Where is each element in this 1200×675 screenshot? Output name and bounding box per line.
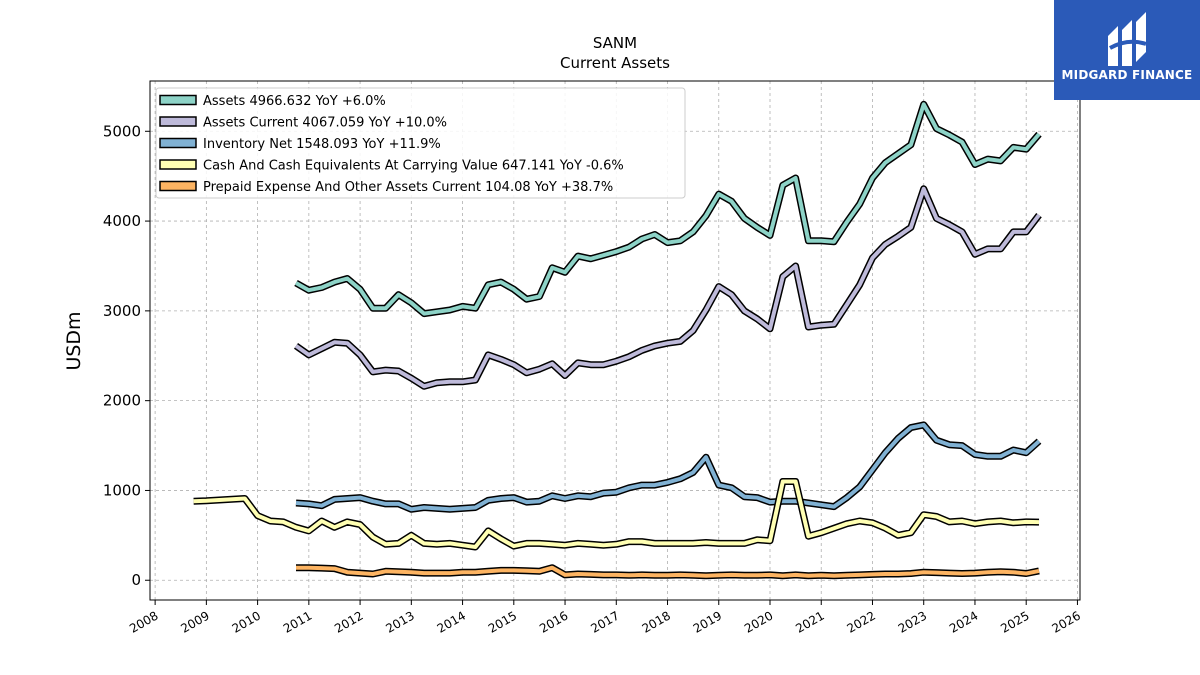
- series-group: [193, 100, 1042, 580]
- x-tick-label: 2009: [178, 608, 211, 635]
- x-tick-label: 2024: [947, 608, 980, 635]
- legend-entry: Assets Current 4067.059 YoY +10.0%: [203, 116, 447, 131]
- legend-swatch: [159, 137, 197, 149]
- legend-entry: Cash And Cash Equivalents At Carrying Va…: [203, 159, 624, 174]
- legend-entry: Prepaid Expense And Other Assets Current…: [203, 180, 613, 195]
- y-tick-label: 1000: [103, 481, 141, 499]
- series-line: [294, 186, 1041, 389]
- x-tick-label: 2025: [998, 608, 1031, 635]
- legend-entry: Inventory Net 1548.093 YoY +11.9%: [203, 137, 441, 152]
- y-tick-label: 4000: [103, 212, 141, 230]
- x-tick-label: 2013: [383, 608, 416, 635]
- legend-swatch: [159, 116, 197, 127]
- y-axis-label: USDm: [63, 311, 85, 370]
- chart-subtitle: Current Assets: [560, 54, 670, 72]
- logo-mark-icon: [1108, 12, 1147, 66]
- x-tick-label: 2008: [127, 608, 160, 635]
- x-tick-label: 2021: [793, 608, 826, 635]
- y-tick-label: 3000: [103, 302, 141, 320]
- x-tick-label: 2010: [230, 608, 263, 635]
- legend-box: [155, 87, 686, 199]
- series-line: [295, 102, 1041, 316]
- midgard-finance-logo: MIDGARD FINANCE: [1054, 0, 1200, 100]
- legend-swatch: [159, 94, 197, 106]
- legend-entry: Assets 4966.632 YoY +6.0%: [203, 94, 386, 109]
- x-tick-label: 2011: [281, 608, 314, 635]
- x-tick-label: 2014: [435, 608, 468, 635]
- plot-frame: [149, 80, 1081, 601]
- x-tick-label: 2016: [537, 608, 570, 635]
- x-tick-label: 2020: [742, 608, 775, 635]
- x-tick-label: 2026: [1049, 608, 1082, 635]
- x-tick-label: 2017: [588, 608, 621, 635]
- logo-text: MIDGARD FINANCE: [1061, 68, 1193, 82]
- legend-swatch: [159, 180, 197, 192]
- series-line: [193, 479, 1040, 549]
- y-tick-label: 5000: [103, 122, 141, 140]
- legend: Assets 4966.632 YoY +6.0% Assets Current …: [155, 87, 686, 199]
- axes: 0 1000 2000 3000 4000 5000 2008 2009 2010 2011 201…: [103, 122, 1083, 636]
- series-line: [296, 565, 1040, 578]
- x-tick-label: 2019: [691, 608, 724, 635]
- x-tick-label: 2023: [896, 608, 929, 635]
- chart-title: SANM: [593, 34, 637, 52]
- x-tick-label: 2022: [845, 608, 878, 635]
- x-tick-label: 2015: [486, 608, 519, 635]
- x-tick-label: 2012: [332, 608, 365, 635]
- x-tick-label: 2018: [640, 608, 673, 635]
- y-tick-label: 2000: [103, 392, 141, 410]
- legend-swatch: [159, 159, 197, 170]
- series-line: [295, 422, 1041, 512]
- y-tick-label: 0: [131, 571, 141, 589]
